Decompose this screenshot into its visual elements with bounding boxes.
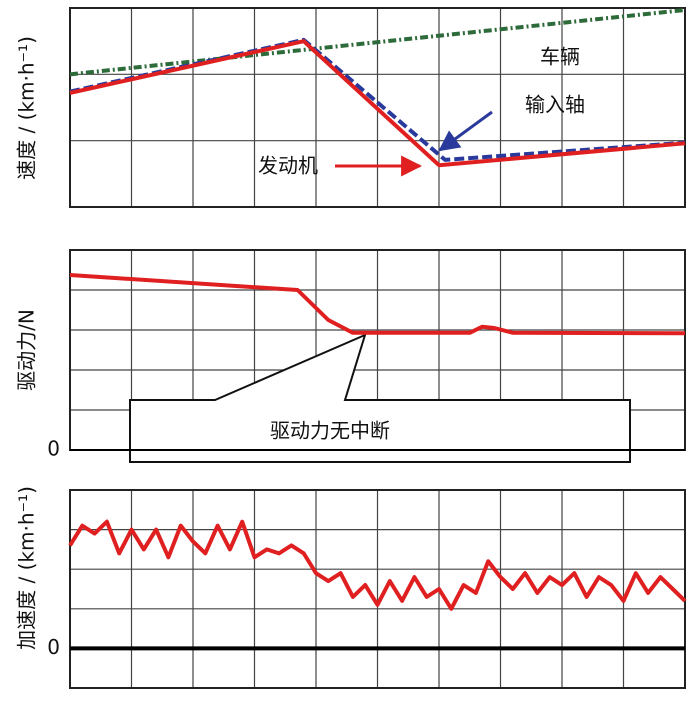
annotation: 输入轴	[525, 93, 585, 117]
annotation: 车辆	[540, 45, 580, 69]
panels	[69, 7, 686, 689]
y-axis-label: 驱动力/N	[15, 309, 39, 391]
annotation: 驱动力无中断	[270, 419, 390, 443]
y-axis-label: 速度 / (km·h⁻¹)	[15, 36, 39, 180]
plot-frame	[69, 489, 686, 689]
y-tick-label: 0	[47, 437, 60, 461]
y-tick-label: 0	[47, 635, 60, 659]
series-line	[69, 8, 686, 77]
plot-frame	[69, 7, 686, 208]
series-line	[68, 519, 687, 611]
annotation: 发动机	[258, 154, 318, 178]
callout	[129, 333, 631, 463]
arrow	[438, 110, 493, 152]
series-line	[69, 273, 686, 336]
y-axis-label: 加速度 / (km·h⁻¹)	[15, 486, 39, 650]
series-line	[69, 39, 686, 168]
